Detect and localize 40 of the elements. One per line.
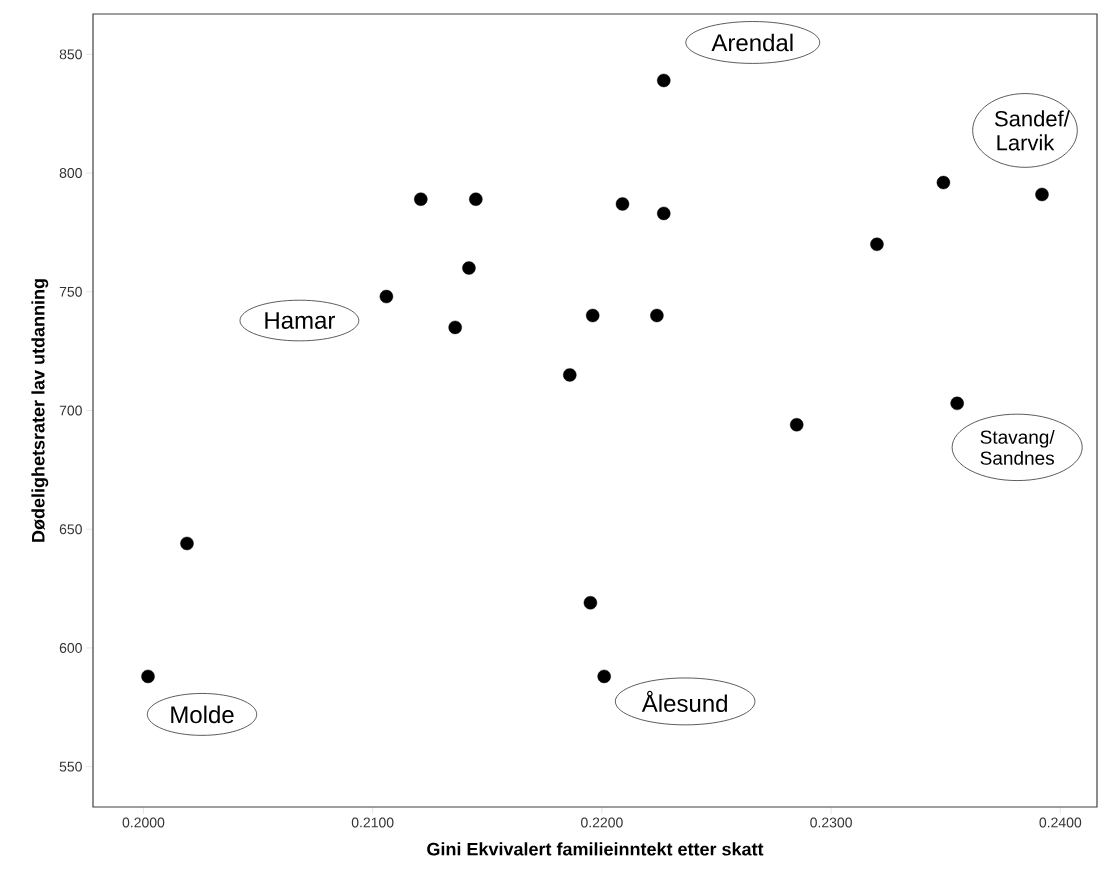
point	[462, 261, 476, 275]
x-tick-label: 0.2300	[810, 817, 852, 828]
annotation: Stavang/ Sandnes	[980, 429, 1055, 465]
point	[615, 197, 630, 211]
annotation: Molde	[171, 705, 234, 724]
point	[1035, 187, 1049, 202]
point	[657, 73, 671, 88]
point	[870, 237, 884, 251]
point	[657, 206, 671, 221]
point	[563, 368, 577, 382]
y-tick-label: 600	[59, 642, 82, 653]
x-tick-label: 0.2000	[122, 817, 165, 828]
point	[597, 669, 611, 684]
point	[414, 192, 428, 206]
point	[141, 669, 155, 684]
point	[950, 396, 964, 411]
y-tick-label: 800	[59, 168, 82, 179]
y-tick-label: 750	[59, 286, 82, 297]
point	[790, 418, 804, 432]
x-tick-label: 0.2100	[351, 817, 394, 828]
point	[650, 308, 664, 323]
y-tick-label: 850	[59, 49, 82, 60]
annotation: Ålesund	[641, 690, 727, 712]
y-tick-label: 550	[59, 761, 82, 772]
point	[180, 536, 194, 551]
annotation: Arendal	[711, 33, 793, 52]
point	[379, 289, 394, 304]
x-tick-label: 0.2200	[581, 817, 623, 828]
x-axis-title: Gini Ekvivalert familieinntekt etter skatt	[427, 842, 764, 856]
annotation: Sandef/ Larvik	[994, 110, 1070, 151]
y-tick-label: 650	[59, 524, 82, 535]
point	[936, 175, 951, 190]
x-tick-label: 0.2400	[1039, 817, 1082, 828]
point	[448, 320, 462, 335]
y-axis-title: Dødelighetsrater lav utdanning	[31, 279, 49, 542]
point	[469, 192, 483, 206]
annotation: Hamar	[265, 312, 335, 329]
y-tick-label: 700	[59, 405, 82, 416]
point	[586, 308, 600, 323]
point	[583, 596, 598, 610]
